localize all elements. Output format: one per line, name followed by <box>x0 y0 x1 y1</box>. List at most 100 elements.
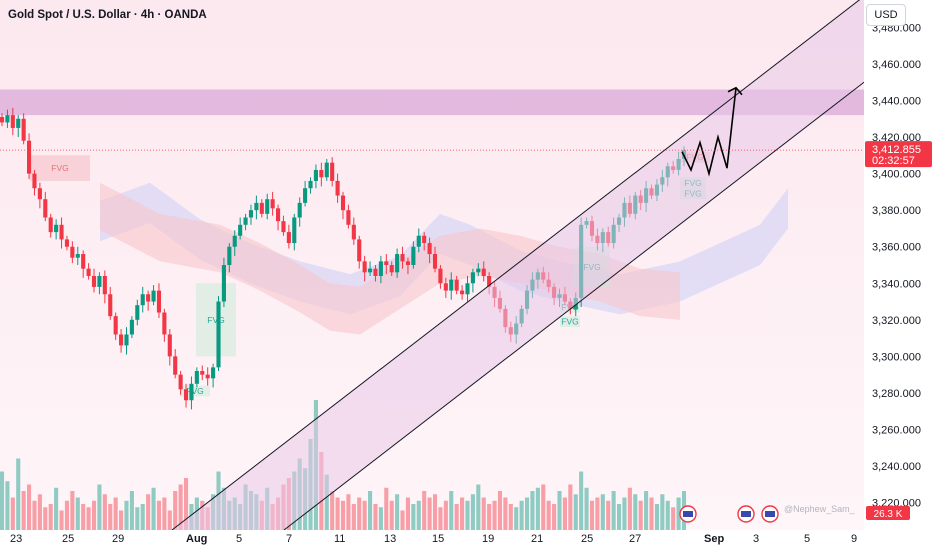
time-tick-label: 15 <box>432 533 444 545</box>
candle-body <box>129 319 134 335</box>
volume-bar <box>330 491 335 530</box>
fvg-label: FVG <box>186 386 203 396</box>
volume-bar <box>27 484 32 530</box>
fvg-box <box>196 283 236 357</box>
candle-body <box>43 199 48 218</box>
candle-body <box>422 235 427 244</box>
price-tick-label: 3,260.000 <box>872 424 921 436</box>
volume-bar <box>32 500 37 530</box>
volume-bar <box>340 500 346 530</box>
price-tick-label: 3,440.000 <box>872 96 921 108</box>
volume-bar <box>649 497 654 530</box>
volume-bar <box>546 500 551 530</box>
volume-bar <box>373 504 378 530</box>
candle-body <box>86 268 91 276</box>
volume-bar <box>514 507 519 530</box>
volume-bar <box>638 500 643 530</box>
volume-bar <box>368 491 373 530</box>
flag-stripe <box>765 511 775 517</box>
projection-line[interactable] <box>681 87 737 177</box>
volume-tag <box>866 506 910 520</box>
candle-body <box>32 173 37 189</box>
candle-body <box>178 374 183 390</box>
candle-body <box>362 261 367 273</box>
candle-countdown: 02:32:57 <box>872 155 915 167</box>
volume-bar <box>416 500 421 530</box>
candle-body <box>292 217 297 244</box>
volume-bar <box>508 504 513 530</box>
candle-body <box>221 265 226 302</box>
fvg-label: FVG <box>207 315 224 325</box>
candle-body <box>211 367 216 379</box>
volume-bar <box>616 504 622 530</box>
price-tick-label: 3,320.000 <box>872 315 921 327</box>
volume-bar <box>183 478 189 530</box>
current-price-tag <box>865 141 932 168</box>
volume-bar <box>119 510 124 530</box>
volume-bar <box>59 510 64 530</box>
price-tick-label: 3,380.000 <box>872 205 921 217</box>
volume-bar <box>530 491 535 530</box>
candle-body <box>389 265 394 273</box>
price-tick-label: 3,360.000 <box>872 242 921 254</box>
candle-body <box>167 334 172 357</box>
volume-bar <box>389 500 394 530</box>
volume-bar <box>487 504 492 530</box>
time-tick-label: Aug <box>186 533 207 545</box>
candle-body <box>324 162 329 178</box>
channel-lower-line[interactable] <box>283 81 865 531</box>
channel-upper-line[interactable] <box>171 0 864 531</box>
candle-body <box>481 268 486 276</box>
price-tick-label: 3,240.000 <box>872 461 921 473</box>
volume-bar <box>568 484 573 530</box>
candle-body <box>400 254 405 262</box>
candle-body <box>427 243 432 255</box>
volume-tag-value: 26.3 K <box>874 509 903 520</box>
candle-body <box>238 224 243 236</box>
volume-bar <box>135 507 140 530</box>
volume-bar <box>427 497 432 530</box>
candle-body <box>281 221 286 233</box>
volume-bar <box>432 494 438 530</box>
projection-arrowhead <box>727 86 743 96</box>
volume-bar <box>449 491 454 530</box>
candle-body <box>340 195 346 211</box>
price-tick-label: 3,460.000 <box>872 59 921 71</box>
volume-bar <box>519 500 524 530</box>
volume-bar <box>102 494 107 530</box>
event-icons <box>679 505 779 523</box>
volume-bar <box>108 504 113 530</box>
candle-body <box>270 199 275 209</box>
price-axis: 3,480.0003,460.0003,440.0003,420.0003,40… <box>864 0 932 550</box>
volume-bar <box>400 510 405 530</box>
time-tick-label: 11 <box>334 533 345 545</box>
fvg-label: FVG <box>561 317 578 327</box>
time-tick-label: 13 <box>384 533 396 545</box>
volume-bar <box>595 497 600 530</box>
candle-body <box>465 283 470 295</box>
candle-body <box>297 202 302 218</box>
candle-body <box>5 115 10 123</box>
candle-body <box>124 334 129 346</box>
volume-bar <box>606 500 611 530</box>
volume-bar <box>0 471 5 530</box>
candle-body <box>286 232 291 244</box>
currency-selector-button[interactable]: USD <box>866 4 906 26</box>
volume-bar <box>492 500 497 530</box>
candle-body <box>59 224 64 240</box>
volume-bar <box>10 497 15 530</box>
projection-path <box>681 86 743 177</box>
volume-bar <box>81 504 86 530</box>
time-tick-label: 5 <box>236 533 242 545</box>
volume-bar <box>351 504 356 530</box>
candle-body <box>135 305 140 320</box>
volume-bar <box>156 500 162 530</box>
candle-body <box>189 383 194 401</box>
candle-body <box>162 312 167 335</box>
volume-bar <box>97 484 102 530</box>
candle-body <box>102 275 107 295</box>
candle-body <box>81 254 86 269</box>
candle-body <box>0 116 5 123</box>
candle-body <box>243 217 248 225</box>
